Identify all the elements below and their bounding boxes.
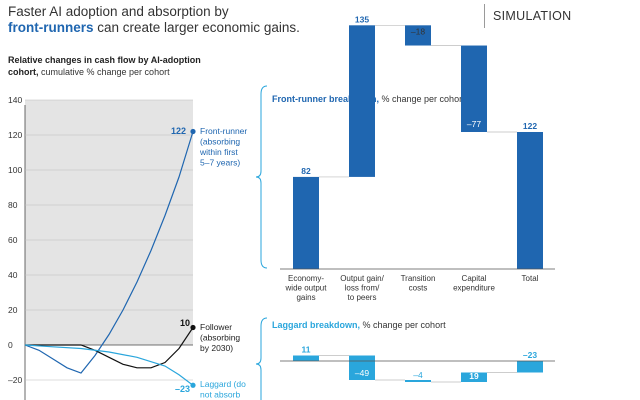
title-accent: front-runners: [8, 20, 94, 35]
front-runner-category-label: costs: [409, 284, 428, 293]
front-runner-bar: [349, 25, 375, 177]
laggard-bar-value: –49: [355, 368, 369, 378]
front-runner-category-label: Transition: [401, 274, 436, 283]
y-tick-label: 140: [8, 95, 22, 105]
series-endpoint-laggard: [190, 382, 196, 388]
front-runner-category-label: Total: [522, 274, 539, 283]
series-label: (absorbing: [200, 137, 240, 147]
series-end-value: 122: [171, 126, 186, 136]
laggard-bar-value: –23: [523, 350, 537, 360]
series-label: 5–7 years): [200, 158, 240, 168]
front-runner-category-label: expenditure: [453, 284, 495, 293]
laggard-bar: [517, 361, 543, 373]
title-line-2: front-runners can create larger economic…: [8, 20, 300, 36]
left-chart-subtitle: Relative changes in cash flow by AI-adop…: [8, 54, 238, 78]
front-runner-category-label: gains: [296, 293, 315, 302]
y-tick-label: 0: [8, 340, 13, 350]
front-runner-category-label: Capital: [462, 274, 487, 283]
y-tick-label: 80: [8, 200, 18, 210]
series-line-follower: [25, 327, 194, 369]
series-label: Follower: [200, 322, 232, 332]
front-runner-bar: [461, 45, 487, 132]
series-label: Laggard (do: [200, 379, 246, 389]
left-subtitle-line1: Relative changes in cash flow by AI-adop…: [8, 55, 201, 65]
laggard-title-bold: Laggard breakdown,: [272, 320, 361, 330]
left-subtitle-rest: cumulative % change per cohort: [38, 67, 170, 77]
series-label: by 2030): [200, 343, 233, 353]
left-subtitle-bold: cohort,: [8, 67, 39, 77]
laggard-bar-value: 19: [469, 371, 479, 381]
front-runner-bar-value: 122: [523, 121, 537, 131]
front-runner-category-label: Economy-: [288, 274, 324, 283]
front-runner-bar-value: 135: [355, 14, 369, 24]
y-tick-label: 60: [8, 235, 18, 245]
y-tick-label: 40: [8, 270, 18, 280]
y-tick-label: –20: [8, 375, 22, 385]
front-runner-bar: [293, 176, 319, 269]
simulation-badge: SIMULATION: [484, 4, 576, 28]
front-runner-bar: [517, 131, 543, 269]
laggard-bar: [349, 355, 375, 380]
laggard-bar-value: –4: [413, 370, 423, 380]
series-label: within first: [199, 147, 238, 157]
front-runner-panel-title: Front-runner breakdown, % change per coh…: [272, 94, 465, 104]
front-runner-title-bold: Front-runner breakdown,: [272, 94, 380, 104]
laggard-bar: [293, 355, 319, 361]
laggard-brace: [255, 317, 268, 400]
laggard-bar: [405, 380, 431, 382]
front-runner-title-rest: % change per cohort: [379, 94, 465, 104]
laggard-panel-title: Laggard breakdown, % change per cohort: [272, 320, 446, 330]
y-tick-label: 120: [8, 130, 22, 140]
laggard-bar-value: 11: [302, 345, 311, 355]
page-title: Faster AI adoption and absorption by fro…: [8, 4, 300, 36]
front-runner-bar-value: –77: [467, 119, 481, 129]
series-line-laggard: [24, 344, 194, 386]
laggard-title-rest: % change per cohort: [360, 320, 446, 330]
front-runner-bar-value: 82: [301, 166, 311, 176]
front-runner-category-label: loss from/: [345, 284, 380, 293]
series-label: not absorb: [200, 390, 240, 400]
series-end-value: 10: [180, 318, 190, 328]
y-tick-label: 100: [8, 165, 22, 175]
series-line-front-runner: [24, 131, 194, 374]
y-tick-label: 20: [8, 305, 18, 315]
chart-shaded-area: [25, 100, 193, 345]
series-endpoint-follower: [190, 324, 196, 331]
laggard-bar: [461, 372, 487, 382]
title-line-1: Faster AI adoption and absorption by: [8, 4, 229, 19]
front-runner-brace: [255, 85, 268, 269]
series-endpoint-front-runner: [190, 128, 196, 135]
front-runner-bar-value: –18: [411, 26, 425, 36]
front-runner-category-label: wide output: [285, 284, 328, 293]
front-runner-bar: [405, 25, 431, 46]
front-runner-category-label: Output gain/: [340, 274, 384, 283]
series-end-value: –23: [175, 384, 190, 394]
series-label: (absorbing: [200, 333, 240, 343]
series-label: Front-runner: [200, 126, 247, 136]
front-runner-category-label: to peers: [348, 293, 377, 302]
title-line-2-rest: can create larger economic gains.: [93, 20, 300, 35]
